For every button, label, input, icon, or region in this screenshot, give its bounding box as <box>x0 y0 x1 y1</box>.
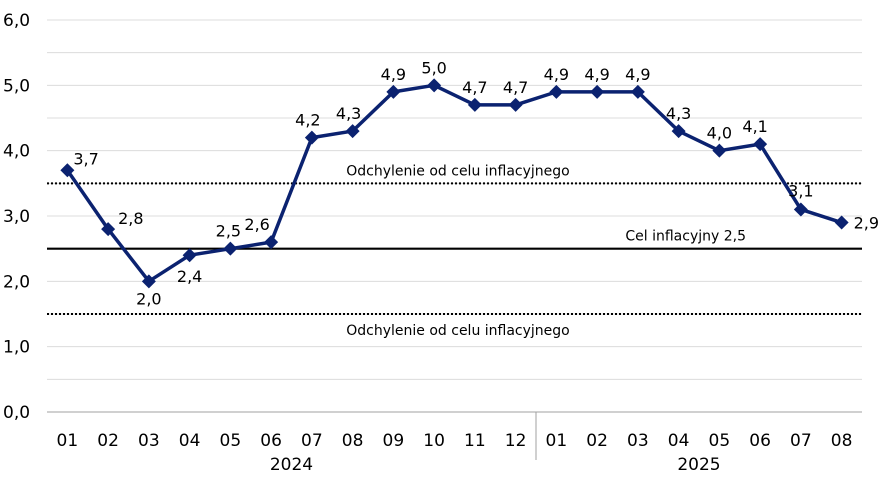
data-point-marker <box>671 124 686 139</box>
y-tick-label: 3,0 <box>3 207 30 227</box>
data-point-marker <box>793 202 808 217</box>
data-point-marker <box>590 84 605 99</box>
year-label: 2025 <box>677 455 720 475</box>
x-tick-label: 04 <box>668 431 690 451</box>
x-tick-label: 05 <box>220 431 242 451</box>
data-label: 2,5 <box>216 222 241 241</box>
x-tick-label: 11 <box>464 431 486 451</box>
x-tick-label: 12 <box>505 431 527 451</box>
data-point-marker <box>304 130 319 145</box>
x-tick-label: 09 <box>383 431 405 451</box>
data-label: 4,9 <box>625 65 650 84</box>
data-point-marker <box>630 84 645 99</box>
x-tick-label: 08 <box>831 431 853 451</box>
data-label: 4,9 <box>544 65 569 84</box>
year-label: 2024 <box>270 455 313 475</box>
data-label: 4,2 <box>295 111 320 130</box>
x-tick-label: 01 <box>546 431 568 451</box>
data-label: 3,7 <box>73 149 98 168</box>
y-tick-label: 4,0 <box>3 142 30 162</box>
y-tick-label: 6,0 <box>3 11 30 31</box>
data-label: 4,1 <box>742 117 767 136</box>
reference-line-label: Odchylenie od celu inflacyjnego <box>346 323 570 339</box>
x-tick-label: 04 <box>179 431 201 451</box>
data-point-marker <box>834 215 849 230</box>
data-point-marker <box>549 84 564 99</box>
reference-line-label: Cel inflacyjny 2,5 <box>625 229 746 245</box>
data-label: 4,9 <box>584 65 609 84</box>
data-label: 3,1 <box>788 181 813 200</box>
y-tick-label: 5,0 <box>3 76 30 96</box>
data-label: 2,8 <box>118 209 143 228</box>
y-tick-label: 0,0 <box>3 403 30 423</box>
data-point-marker <box>101 222 116 237</box>
data-label: 2,0 <box>136 289 161 308</box>
data-label: 2,4 <box>177 267 202 286</box>
data-point-marker <box>60 163 75 178</box>
x-tick-label: 02 <box>586 431 608 451</box>
data-point-marker <box>508 97 523 112</box>
x-tick-label: 07 <box>790 431 812 451</box>
data-point-marker <box>427 78 442 93</box>
data-label: 5,0 <box>421 58 446 77</box>
data-point-marker <box>223 241 238 256</box>
x-tick-label: 01 <box>57 431 79 451</box>
data-label: 4,7 <box>503 78 528 97</box>
data-label: 4,9 <box>381 65 406 84</box>
x-tick-label: 06 <box>749 431 771 451</box>
data-point-marker <box>712 143 727 158</box>
x-tick-label: 05 <box>709 431 731 451</box>
data-label: 4,3 <box>336 104 361 123</box>
reference-line-label: Odchylenie od celu inflacyjnego <box>346 163 570 179</box>
x-tick-label: 03 <box>138 431 160 451</box>
data-point-marker <box>345 124 360 139</box>
series-line <box>65 83 844 284</box>
data-label: 4,3 <box>666 104 691 123</box>
data-point-marker <box>182 248 197 263</box>
x-tick-label: 10 <box>423 431 445 451</box>
x-tick-label: 07 <box>301 431 323 451</box>
data-point-marker <box>386 84 401 99</box>
data-point-marker <box>467 97 482 112</box>
x-tick-label: 06 <box>260 431 282 451</box>
x-tick-label: 03 <box>627 431 649 451</box>
data-point-marker <box>141 274 156 289</box>
x-tick-label: 08 <box>342 431 364 451</box>
data-label: 2,9 <box>854 214 879 233</box>
data-label: 4,0 <box>707 124 732 143</box>
y-tick-label: 2,0 <box>3 272 30 292</box>
data-label: 4,7 <box>462 78 487 97</box>
data-point-marker <box>753 137 768 152</box>
x-tick-label: 02 <box>97 431 119 451</box>
y-tick-label: 1,0 <box>3 338 30 358</box>
data-point-marker <box>264 235 279 250</box>
data-label: 2,6 <box>244 215 269 234</box>
